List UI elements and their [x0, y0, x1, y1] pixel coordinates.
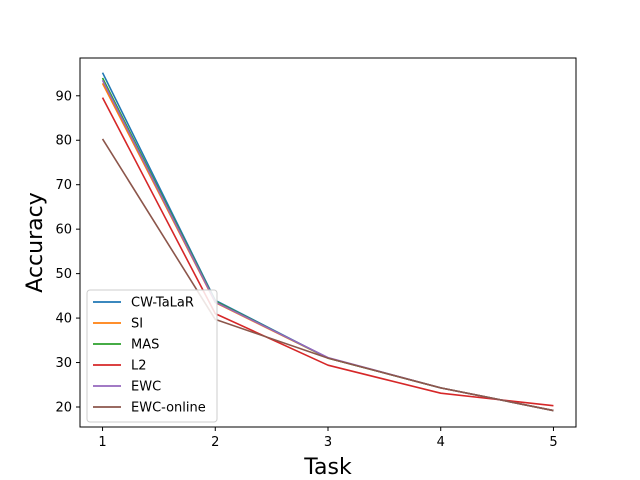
x-tick-label: 1 — [98, 435, 106, 450]
x-tick-label: 4 — [437, 435, 445, 450]
y-tick-label: 50 — [55, 267, 72, 282]
legend: CW-TaLaR SI MAS L2 EWC EWC-online — [86, 289, 218, 423]
y-tick-label: 20 — [55, 400, 72, 415]
y-tick-label: 90 — [55, 89, 72, 104]
legend-label-si: SI — [131, 317, 143, 332]
y-tick-label: 70 — [55, 178, 72, 193]
y-tick-label: 40 — [55, 312, 72, 327]
series-layer — [101, 72, 554, 412]
legend-label-ewc-online: EWC-online — [131, 401, 206, 416]
x-tick-label: 3 — [324, 435, 332, 450]
y-tick-label: 30 — [55, 356, 72, 371]
y-tick-label: 60 — [55, 223, 72, 238]
x-tick-label: 2 — [211, 435, 219, 450]
legend-label-cw-talar: CW-TaLaR — [131, 296, 194, 311]
x-axis-ticks: 1 2 3 4 5 — [98, 427, 558, 450]
legend-label-ewc: EWC — [131, 380, 161, 395]
y-axis-title: Accuracy — [23, 192, 48, 292]
x-tick-label: 5 — [549, 435, 557, 450]
y-tick-label: 80 — [55, 134, 72, 149]
y-axis-ticks: 20 30 40 50 60 70 80 90 — [55, 89, 80, 415]
x-axis-title: Task — [303, 455, 352, 480]
series-line-ewc-online — [101, 138, 554, 412]
series-line-l2 — [101, 97, 554, 407]
legend-label-mas: MAS — [131, 338, 159, 353]
legend-label-l2: L2 — [131, 359, 147, 374]
